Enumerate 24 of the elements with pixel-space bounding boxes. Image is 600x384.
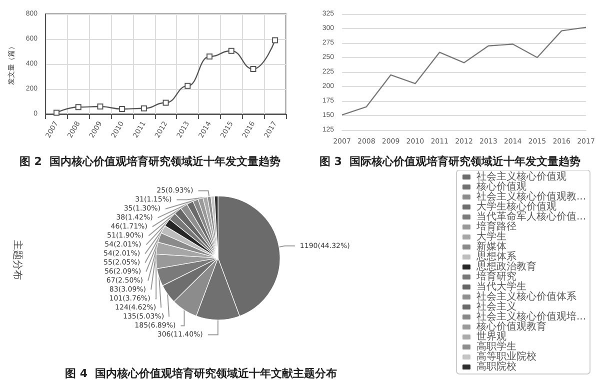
legend-label: 当代大学生 [476, 280, 526, 292]
legend-label: 世界观 [476, 330, 506, 342]
text: 图 2 国内核心价值观培育研究领域近十年发文量趋势 [19, 155, 281, 168]
legend-label: 当代革命军人核心价值... [476, 210, 586, 222]
legend-label: 核心价值观教育 [475, 320, 546, 332]
legend-label: 大学生核心价值观 [476, 200, 556, 212]
legend-label: 高等职业院校 [476, 350, 536, 362]
legend-label: 社会主义核心价值观教... [476, 190, 586, 202]
legend-label: 培育路径 [475, 220, 516, 232]
legend-label: 思想政治教育 [475, 260, 536, 272]
legend-label: 社会主义 [476, 300, 516, 312]
legend-label: 社会主义核心价值观 [476, 170, 566, 182]
text: 主题分布 [12, 240, 24, 280]
legend-label: 高职学生 [476, 340, 516, 352]
text: 图 3 国际核心价值观培育研究领域近十年发文量趋势 [319, 155, 581, 168]
legend-label: 高职院校 [476, 360, 516, 372]
legend-label: 思想体系 [475, 250, 516, 262]
legend-label: 社会主义核心价值观培... [476, 310, 586, 322]
legend-label: 社会主义核心价值体系 [476, 290, 576, 302]
legend-label: 核心价值观 [475, 180, 526, 192]
legend-label: 培育研究 [475, 270, 516, 282]
legend-label: 大学生 [476, 230, 506, 242]
text: 图 4 国内核心价值观培育研究领域近十年文献主题分布 [65, 367, 338, 380]
legend-label: 新媒体 [476, 240, 506, 252]
